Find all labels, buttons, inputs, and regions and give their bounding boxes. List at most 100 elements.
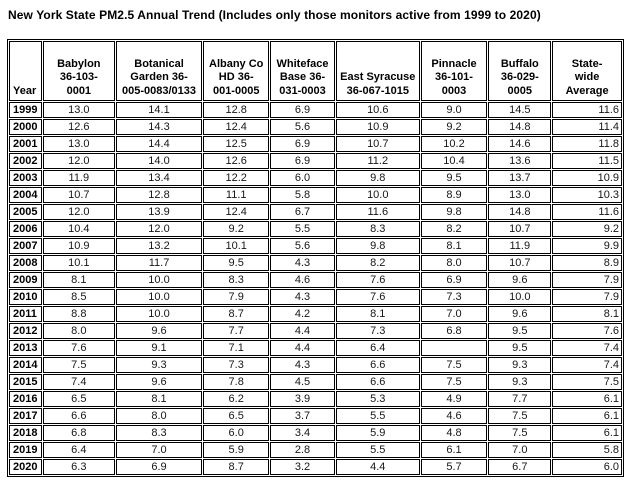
value-cell: 8.7 [203, 459, 270, 475]
value-cell: 7.7 [203, 323, 270, 339]
value-cell: 6.5 [42, 391, 115, 407]
value-cell: 4.8 [420, 425, 488, 441]
value-cell: 7.5 [488, 408, 552, 424]
value-cell: 10.7 [335, 136, 420, 152]
value-cell: 10.9 [42, 238, 115, 254]
value-cell: 9.1 [115, 340, 203, 356]
value-cell: 9.3 [488, 374, 552, 390]
value-cell: 6.0 [552, 459, 622, 475]
table-row: 2011 8.8 10.0 8.7 4.2 8.1 7.0 9.6 8.1 [9, 306, 622, 322]
value-cell: 3.7 [270, 408, 335, 424]
value-cell: 9.2 [203, 221, 270, 237]
value-cell: 4.3 [270, 289, 335, 305]
value-cell: 7.0 [420, 306, 488, 322]
value-cell: 4.4 [270, 323, 335, 339]
value-cell: 7.0 [115, 442, 203, 458]
value-cell: 8.5 [42, 289, 115, 305]
value-cell: 9.6 [115, 323, 203, 339]
value-cell: 11.1 [203, 187, 270, 203]
table-row: 2003 11.9 13.4 12.2 6.0 9.8 9.5 13.7 10.9 [9, 170, 622, 186]
value-cell: 2.8 [270, 442, 335, 458]
column-header-albany-co-hd: Albany Co HD 36- 001-0005 [203, 41, 270, 101]
value-cell: 12.2 [203, 170, 270, 186]
value-cell: 5.3 [335, 391, 420, 407]
value-cell: 9.2 [552, 221, 622, 237]
table-row: 2012 8.0 9.6 7.7 4.4 7.3 6.8 9.5 7.6 [9, 323, 622, 339]
value-cell: 6.3 [42, 459, 115, 475]
value-cell: 8.1 [42, 272, 115, 288]
value-cell: 4.6 [270, 272, 335, 288]
table-row: 2005 12.0 13.9 12.4 6.7 11.6 9.8 14.8 11.6 [9, 204, 622, 220]
column-header-year: Year [9, 41, 42, 101]
value-cell: 4.4 [335, 459, 420, 475]
year-cell: 2009 [9, 272, 42, 288]
value-cell: 13.2 [115, 238, 203, 254]
table-row: 2008 10.1 11.7 9.5 4.3 8.2 8.0 10.7 8.9 [9, 255, 622, 271]
value-cell: 9.6 [488, 306, 552, 322]
value-cell: 7.9 [552, 272, 622, 288]
value-cell: 9.5 [420, 170, 488, 186]
value-cell: 13.6 [488, 153, 552, 169]
table-row: 2001 13.0 14.4 12.5 6.9 10.7 10.2 14.6 11.8 [9, 136, 622, 152]
value-cell: 12.0 [42, 204, 115, 220]
value-cell: 6.1 [552, 425, 622, 441]
value-cell: 6.5 [203, 408, 270, 424]
value-cell: 7.1 [203, 340, 270, 356]
value-cell: 6.8 [420, 323, 488, 339]
year-cell: 2018 [9, 425, 42, 441]
year-cell: 2019 [9, 442, 42, 458]
column-header-botanical-garden: Botanical Garden 36- 005-0083/0133 [115, 41, 203, 101]
value-cell: 12.8 [115, 187, 203, 203]
column-header-east-syracuse: East Syracuse 36-067-1015 [335, 41, 420, 101]
value-cell: 14.5 [488, 102, 552, 118]
value-cell: 7.3 [420, 289, 488, 305]
value-cell: 11.2 [335, 153, 420, 169]
value-cell: 4.3 [270, 255, 335, 271]
table-row: 2018 6.8 8.3 6.0 3.4 5.9 4.8 7.5 6.1 [9, 425, 622, 441]
value-cell: 10.7 [488, 221, 552, 237]
value-cell: 5.8 [270, 187, 335, 203]
value-cell: 10.9 [335, 119, 420, 135]
value-cell: 9.9 [552, 238, 622, 254]
value-cell: 8.9 [552, 255, 622, 271]
value-cell: 9.8 [335, 238, 420, 254]
value-cell: 6.0 [270, 170, 335, 186]
value-cell: 11.7 [115, 255, 203, 271]
value-cell: 7.3 [203, 357, 270, 373]
table-row: 2020 6.3 6.9 8.7 3.2 4.4 5.7 6.7 6.0 [9, 459, 622, 475]
value-cell: 13.0 [488, 187, 552, 203]
value-cell: 6.1 [552, 391, 622, 407]
year-cell: 2007 [9, 238, 42, 254]
value-cell: 9.8 [420, 204, 488, 220]
year-cell: 2015 [9, 374, 42, 390]
column-header-babylon: Babylon 36-103- 0001 [42, 41, 115, 101]
table-row: 2004 10.7 12.8 11.1 5.8 10.0 8.9 13.0 10.3 [9, 187, 622, 203]
value-cell: 7.0 [488, 442, 552, 458]
value-cell: 12.6 [42, 119, 115, 135]
value-cell: 11.6 [335, 204, 420, 220]
value-cell: 10.7 [488, 255, 552, 271]
table-row: 2010 8.5 10.0 7.9 4.3 7.6 7.3 10.0 7.9 [9, 289, 622, 305]
value-cell: 7.3 [335, 323, 420, 339]
value-cell: 9.0 [420, 102, 488, 118]
value-cell: 11.6 [552, 204, 622, 220]
value-cell: 10.0 [115, 289, 203, 305]
value-cell: 6.9 [115, 459, 203, 475]
value-cell: 5.8 [552, 442, 622, 458]
column-header-statewide-average: State- wide Average [552, 41, 622, 101]
year-cell: 2020 [9, 459, 42, 475]
year-cell: 2001 [9, 136, 42, 152]
table-row: 2006 10.4 12.0 9.2 5.5 8.3 8.2 10.7 9.2 [9, 221, 622, 237]
value-cell: 5.9 [335, 425, 420, 441]
value-cell: 10.4 [42, 221, 115, 237]
value-cell: 4.9 [420, 391, 488, 407]
year-cell: 2012 [9, 323, 42, 339]
value-cell: 3.9 [270, 391, 335, 407]
value-cell: 10.0 [335, 187, 420, 203]
value-cell: 6.9 [420, 272, 488, 288]
year-cell: 2000 [9, 119, 42, 135]
table-header: Year Babylon 36-103- 0001 Botanical Gard… [9, 41, 622, 101]
value-cell: 9.3 [115, 357, 203, 373]
value-cell: 7.6 [42, 340, 115, 356]
value-cell: 6.6 [335, 374, 420, 390]
